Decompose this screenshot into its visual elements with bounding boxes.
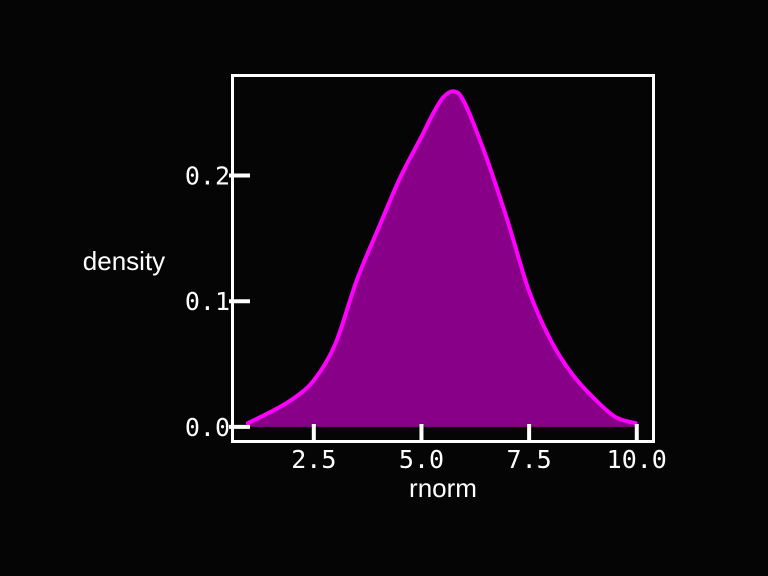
x-tick-label: 7.5 <box>507 445 552 474</box>
y-tick-label: 0.0 <box>185 413 230 442</box>
x-axis: 2.5 5.0 7.5 10.0 <box>291 424 667 474</box>
y-tick-label: 0.1 <box>185 287 230 316</box>
y-axis-title: density <box>83 246 165 276</box>
x-axis-title: rnorm <box>409 473 477 503</box>
density-curve <box>245 89 638 426</box>
x-tick-label: 2.5 <box>291 445 336 474</box>
plot-panel-border <box>231 74 655 443</box>
x-tick-label: 5.0 <box>399 445 444 474</box>
density-area <box>247 91 636 427</box>
y-axis: 0.0 0.1 0.2 <box>185 162 250 442</box>
y-tick-label: 0.2 <box>185 162 230 191</box>
x-tick-label: 10.0 <box>607 445 667 474</box>
